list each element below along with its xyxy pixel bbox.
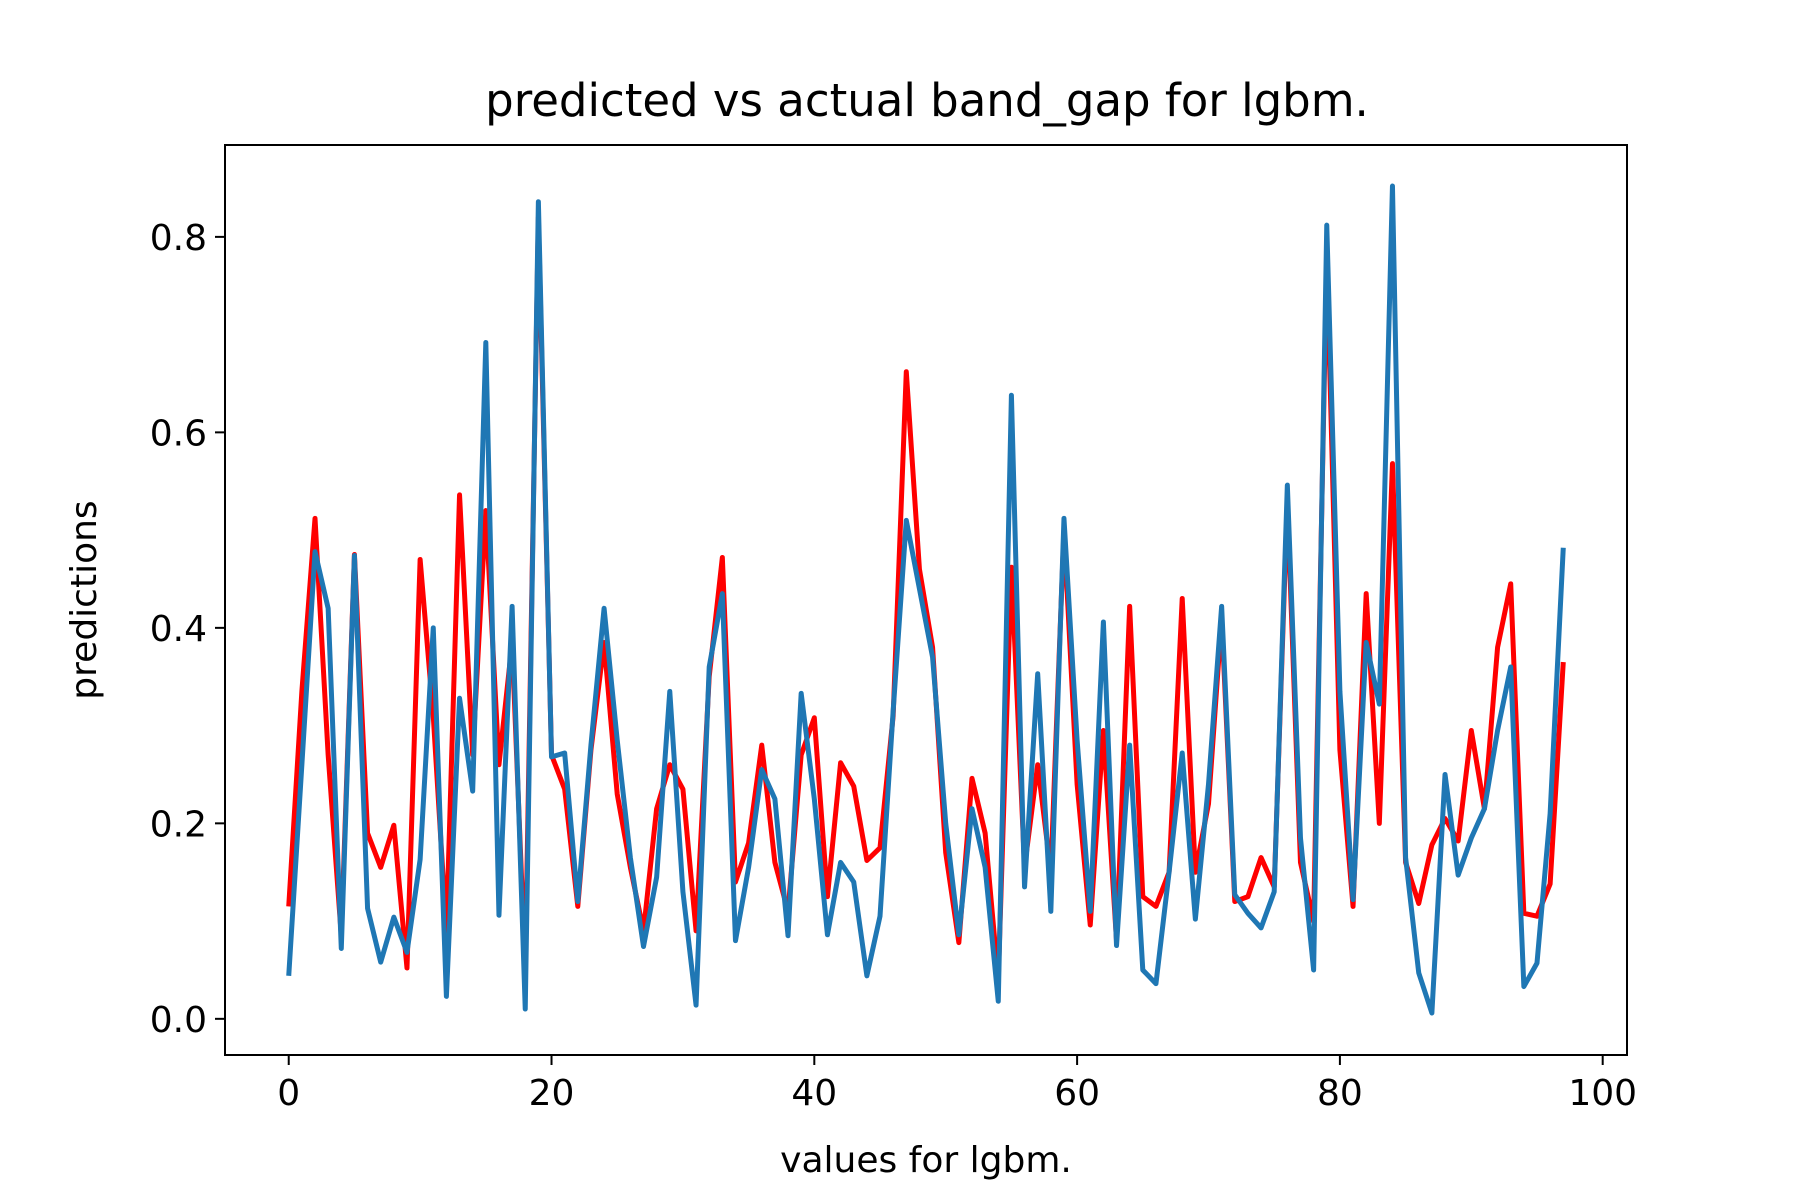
y-tick-label: 0.2 [150, 804, 207, 845]
x-tick-label: 40 [791, 1073, 837, 1114]
chart-title: predicted vs actual band_gap for lgbm. [485, 74, 1369, 127]
x-tick-label: 20 [529, 1073, 575, 1114]
y-axis: 0.0 0.2 0.4 0.6 0.8 [150, 218, 225, 1041]
plot-area: 0 20 40 60 80 100 0.0 0.2 0.4 0.6 0.8 [150, 144, 1637, 1114]
series-layer [286, 183, 1566, 1016]
axes-frame [224, 144, 1628, 1056]
y-tick-label: 0.4 [150, 609, 207, 650]
x-axis: 0 20 40 60 80 100 [277, 1055, 1637, 1114]
x-axis-label: values for lgbm. [780, 1140, 1072, 1181]
y-tick-label: 0.6 [150, 413, 207, 454]
y-axis-label: predictions [64, 500, 105, 699]
x-tick-label: 80 [1317, 1073, 1363, 1114]
x-tick-label: 100 [1568, 1073, 1637, 1114]
y-tick-label: 0.0 [150, 1000, 207, 1041]
x-tick-label: 60 [1054, 1073, 1100, 1114]
x-tick-label: 0 [277, 1073, 300, 1114]
series-line-2 [286, 183, 1566, 1016]
y-tick-label: 0.8 [150, 218, 207, 259]
